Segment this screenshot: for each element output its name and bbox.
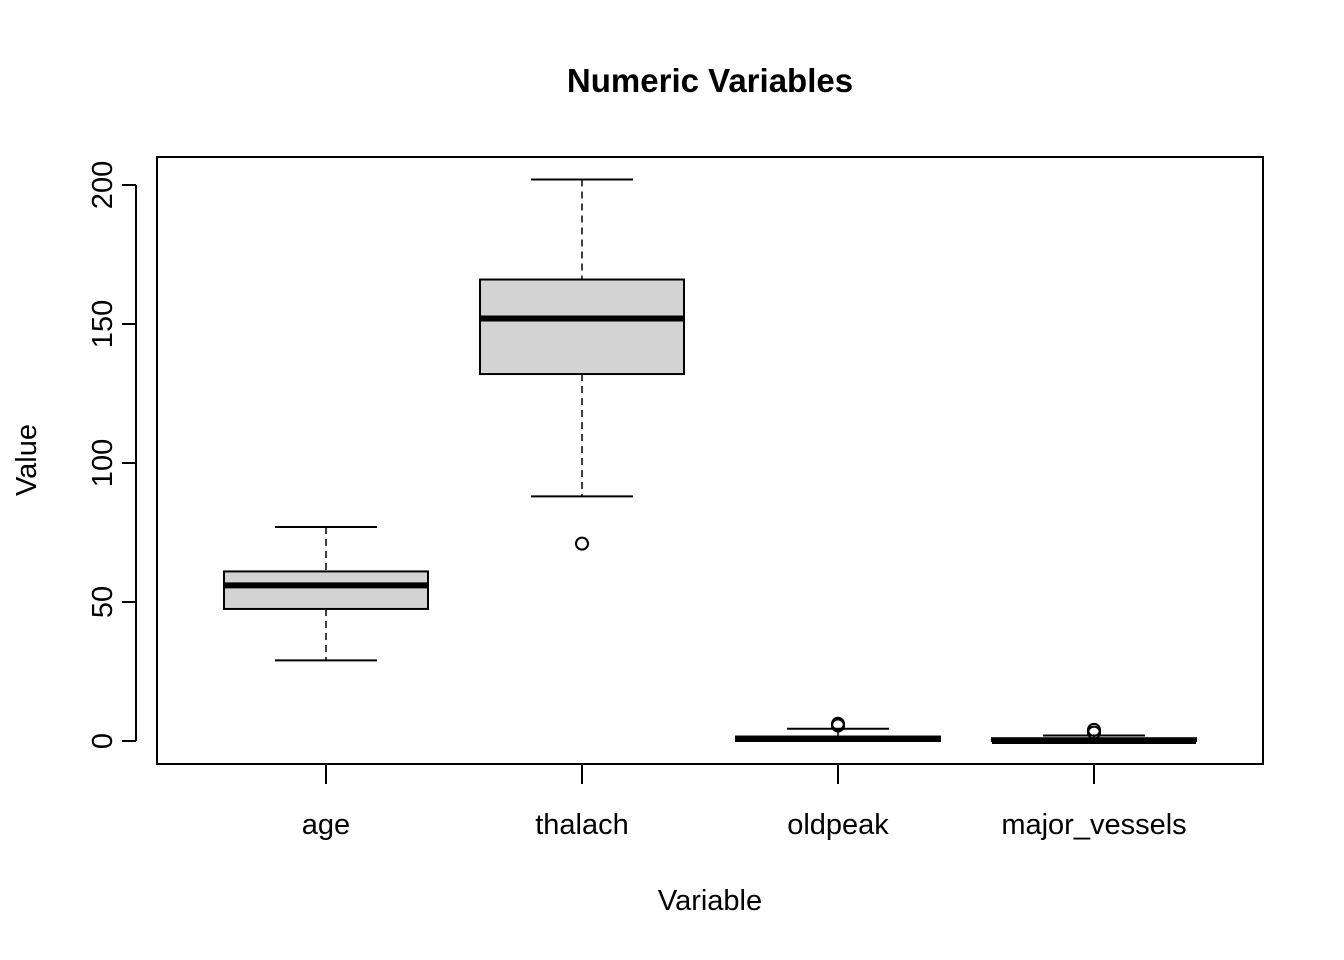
iqr-box	[479, 278, 685, 376]
y-axis: 0 50 100 150 200	[87, 161, 137, 749]
y-tick-label: 100	[87, 439, 119, 487]
box-thalach	[479, 178, 685, 551]
y-tick-label: 150	[87, 300, 119, 348]
y-tick-label: 0	[87, 733, 119, 749]
x-axis: age thalach oldpeak major_vessels	[302, 764, 1187, 841]
outlier-point	[831, 718, 845, 733]
outlier-point	[575, 536, 589, 551]
x-tick-label: oldpeak	[787, 809, 889, 841]
y-tick-label: 200	[87, 161, 119, 209]
y-tick-label: 50	[87, 586, 119, 618]
iqr-box	[223, 570, 429, 610]
chart-title: Numeric Variables	[567, 62, 853, 99]
x-tick-label: major_vessels	[1001, 809, 1186, 841]
x-tick-label: age	[302, 809, 350, 841]
y-axis-label: Value	[11, 424, 43, 496]
box-major_vessels	[991, 722, 1197, 744]
outlier-point	[1087, 722, 1101, 737]
x-tick-label: thalach	[535, 809, 629, 841]
box-age	[223, 525, 429, 662]
x-axis-label: Variable	[658, 885, 762, 917]
boxes	[223, 178, 1197, 744]
box-oldpeak	[735, 716, 941, 743]
plot-frame	[156, 156, 1264, 765]
